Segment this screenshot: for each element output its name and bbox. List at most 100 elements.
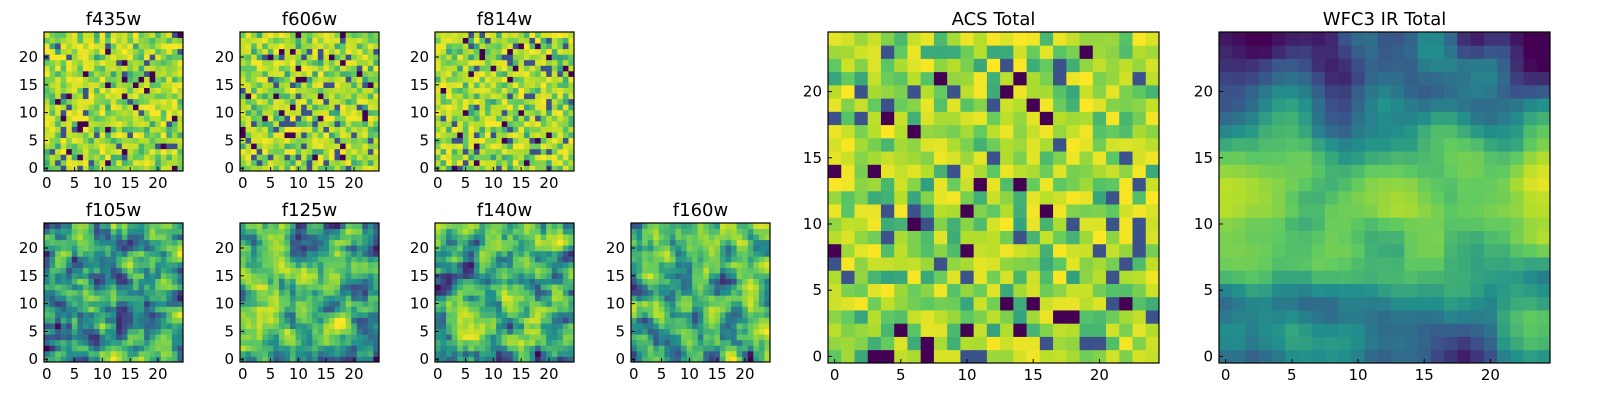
heatmap-cell xyxy=(177,328,184,335)
heatmap-cell xyxy=(490,234,497,241)
heatmap-cell xyxy=(155,311,162,318)
heatmap-cell xyxy=(278,109,285,116)
heatmap-cell xyxy=(110,104,117,111)
heatmap-cell xyxy=(373,32,380,38)
heatmap-cell xyxy=(462,54,469,61)
heatmap-cell xyxy=(490,104,497,111)
heatmap-cell xyxy=(60,228,67,235)
heatmap-cell xyxy=(177,284,184,291)
heatmap-cell xyxy=(1079,164,1094,179)
heatmap-cell xyxy=(71,37,78,44)
heatmap-cell xyxy=(535,300,542,307)
heatmap-cell xyxy=(334,143,341,150)
heatmap-cell xyxy=(262,82,269,88)
heatmap-cell xyxy=(631,228,637,235)
heatmap-cell xyxy=(725,317,732,324)
heatmap-cell xyxy=(121,295,128,302)
heatmap-cell xyxy=(110,143,117,150)
heatmap-cell xyxy=(306,234,313,241)
heatmap-cell xyxy=(507,143,514,150)
heatmap-cell xyxy=(317,98,324,105)
heatmap-cell xyxy=(457,334,464,341)
heatmap-cell xyxy=(290,109,296,116)
heatmap-cell xyxy=(105,126,112,133)
y-tick-label: 10 xyxy=(215,295,234,313)
heatmap-cell xyxy=(518,137,525,144)
heatmap-cell xyxy=(468,54,475,61)
heatmap-cell xyxy=(867,151,882,165)
heatmap-cell xyxy=(490,306,497,313)
heatmap-cell xyxy=(256,300,263,307)
heatmap-cell xyxy=(284,228,291,235)
heatmap-cell xyxy=(328,165,335,172)
heatmap-cell xyxy=(681,284,687,291)
heatmap-cell xyxy=(535,323,542,330)
heatmap-cell xyxy=(166,267,173,274)
heatmap-cell xyxy=(894,243,908,258)
heatmap-cell xyxy=(731,323,738,330)
heatmap-cell xyxy=(557,54,564,61)
heatmap-cell xyxy=(457,104,464,111)
heatmap-cell xyxy=(468,104,475,111)
heatmap-cell xyxy=(144,82,151,88)
heatmap-cell xyxy=(490,54,497,61)
heatmap-cell xyxy=(312,154,319,161)
heatmap-cell xyxy=(1026,323,1041,337)
heatmap-cell xyxy=(457,126,464,133)
heatmap-cell xyxy=(88,59,95,66)
heatmap-cell xyxy=(669,295,676,302)
heatmap-cell xyxy=(440,317,447,324)
heatmap-cell xyxy=(278,323,285,330)
x-tick-label: 15 xyxy=(317,365,336,383)
heatmap-cell xyxy=(719,267,726,274)
heatmap-cell xyxy=(312,82,319,88)
heatmap-cell xyxy=(947,177,961,192)
heatmap-cell xyxy=(105,137,112,144)
heatmap-cell xyxy=(719,278,726,285)
heatmap-cell xyxy=(317,284,324,291)
heatmap-cell xyxy=(160,300,167,307)
heatmap-cell xyxy=(328,267,335,274)
heatmap-cell xyxy=(116,261,123,268)
heatmap-cell xyxy=(653,250,660,257)
heatmap-cell xyxy=(166,43,173,50)
heatmap-cell xyxy=(138,148,145,155)
heatmap-cell xyxy=(367,267,374,274)
heatmap-cell xyxy=(362,345,369,352)
heatmap-cell xyxy=(166,250,173,257)
heatmap-cell xyxy=(828,296,842,311)
heatmap-cell xyxy=(94,223,100,229)
heatmap-cell xyxy=(703,339,710,346)
heatmap-cell xyxy=(177,159,184,166)
heatmap-cell xyxy=(144,70,151,77)
heatmap-cell xyxy=(312,87,319,94)
heatmap-cell xyxy=(171,132,178,139)
heatmap-cell xyxy=(551,245,558,252)
x-tick-label: 20 xyxy=(148,365,167,383)
heatmap-cell xyxy=(1106,217,1120,231)
heatmap-cell xyxy=(435,76,441,83)
heatmap-cell xyxy=(764,334,771,341)
heatmap-cell xyxy=(110,82,117,88)
heatmap-cell xyxy=(973,137,988,152)
heatmap-cell xyxy=(435,256,441,263)
heatmap-cell xyxy=(55,356,62,363)
heatmap-cell xyxy=(88,70,95,77)
heatmap-cell xyxy=(256,132,263,139)
heatmap-cell xyxy=(251,267,258,274)
heatmap-cell xyxy=(138,234,145,241)
heatmap-cell xyxy=(731,328,738,335)
heatmap-cell xyxy=(473,306,480,313)
heatmap-cell xyxy=(267,98,274,105)
heatmap-cell xyxy=(334,148,341,155)
heatmap-cell xyxy=(501,132,508,139)
heatmap-cell xyxy=(1079,323,1094,337)
heatmap-cell xyxy=(177,300,184,307)
heatmap-cell xyxy=(658,223,665,229)
heatmap-cell xyxy=(1039,124,1054,139)
heatmap-cell xyxy=(557,70,564,77)
heatmap-cell xyxy=(562,165,569,172)
heatmap-cell xyxy=(462,256,469,263)
heatmap-cell xyxy=(71,120,78,127)
heatmap-cell xyxy=(166,334,173,341)
